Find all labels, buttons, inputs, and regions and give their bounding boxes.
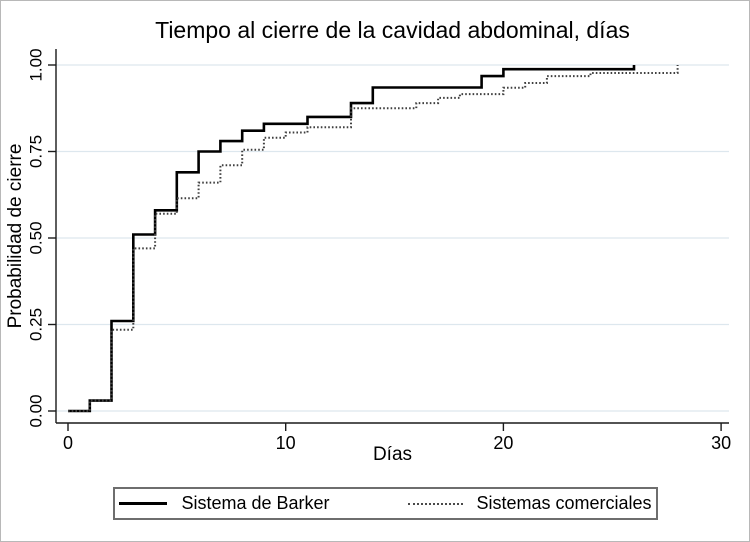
x-tick-label: 20 — [493, 433, 513, 453]
chart-title: Tiempo al cierre de la cavidad abdominal… — [155, 17, 630, 43]
x-tick-label: 10 — [276, 433, 296, 453]
legend: Sistema de Barker Sistemas comerciales — [113, 487, 658, 520]
series-solid — [68, 65, 636, 413]
legend-label-barker: Sistema de Barker — [181, 493, 330, 513]
y-tick-label: 1.00 — [26, 48, 45, 81]
series-dotted — [68, 65, 679, 412]
y-tick-label: 0.75 — [26, 135, 45, 168]
legend-line-dotted-icon — [407, 502, 463, 505]
y-tick-label: 0.00 — [26, 394, 45, 427]
y-tick-label: 0.50 — [26, 221, 45, 254]
x-tick-label: 30 — [711, 433, 731, 453]
legend-line-solid-icon — [119, 502, 168, 505]
legend-label-comerciales: Sistemas comerciales — [476, 493, 652, 513]
x-tick-label: 0 — [63, 433, 73, 453]
x-axis-label: Días — [372, 444, 413, 465]
y-tick-label: 0.25 — [26, 308, 45, 341]
y-axis-label: Probabilidad de cierre — [5, 143, 26, 329]
